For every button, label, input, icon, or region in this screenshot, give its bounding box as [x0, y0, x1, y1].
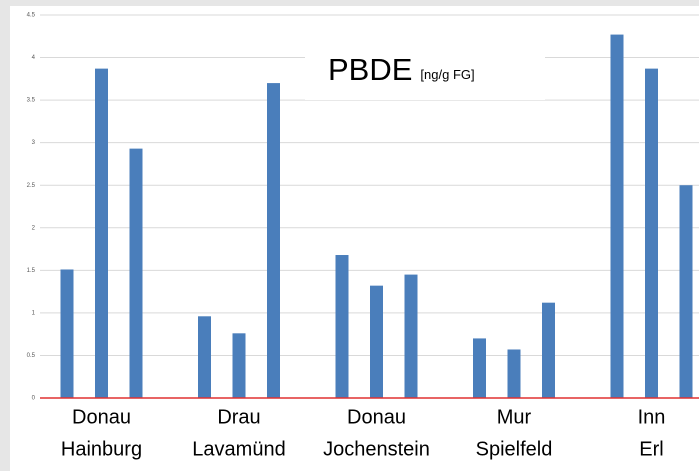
- bar: [404, 274, 418, 398]
- title-box: [305, 40, 545, 100]
- bar: [507, 349, 521, 398]
- title: PBDE: [328, 52, 412, 87]
- x-category-label: Mur: [497, 406, 532, 428]
- x-category-label: Donau: [347, 406, 406, 428]
- bar: [370, 285, 383, 398]
- bar: [679, 185, 693, 398]
- x-category-label: Inn: [638, 406, 666, 428]
- bar: [542, 302, 555, 398]
- y-tick-label: 4.5: [27, 13, 36, 19]
- bar: [60, 269, 74, 398]
- x-category-label: Hainburg: [61, 438, 142, 460]
- x-category-label: Lavamünd: [192, 438, 285, 460]
- bar: [129, 148, 143, 398]
- y-tick-label: 4: [32, 55, 36, 61]
- x-category-label: Donau: [72, 406, 131, 428]
- y-tick-label: 1: [32, 310, 36, 316]
- y-tick-label: 3.5: [27, 98, 36, 104]
- bar: [267, 83, 280, 398]
- y-tick-label: 1.5: [27, 268, 36, 274]
- bar: [645, 68, 658, 399]
- bar: [198, 316, 211, 398]
- bar: [335, 255, 349, 398]
- y-tick-label: 2: [32, 225, 36, 231]
- chart-title: PBDE [ng/g FG]: [328, 52, 475, 87]
- y-tick-label: 0: [32, 396, 36, 402]
- y-tick-label: 0.5: [27, 353, 36, 359]
- y-tick-label: 2.5: [27, 183, 36, 189]
- bar: [473, 338, 486, 398]
- bar: [232, 333, 246, 398]
- x-category-label: Drau: [217, 406, 260, 428]
- x-category-label: Jochenstein: [323, 438, 430, 460]
- x-category-label: Spielfeld: [476, 438, 553, 460]
- bar: [95, 68, 108, 399]
- subtitle: [ng/g FG]: [420, 67, 474, 82]
- bar: [610, 34, 624, 398]
- y-tick-label: 3: [32, 140, 36, 146]
- x-category-label: Erl: [639, 438, 663, 460]
